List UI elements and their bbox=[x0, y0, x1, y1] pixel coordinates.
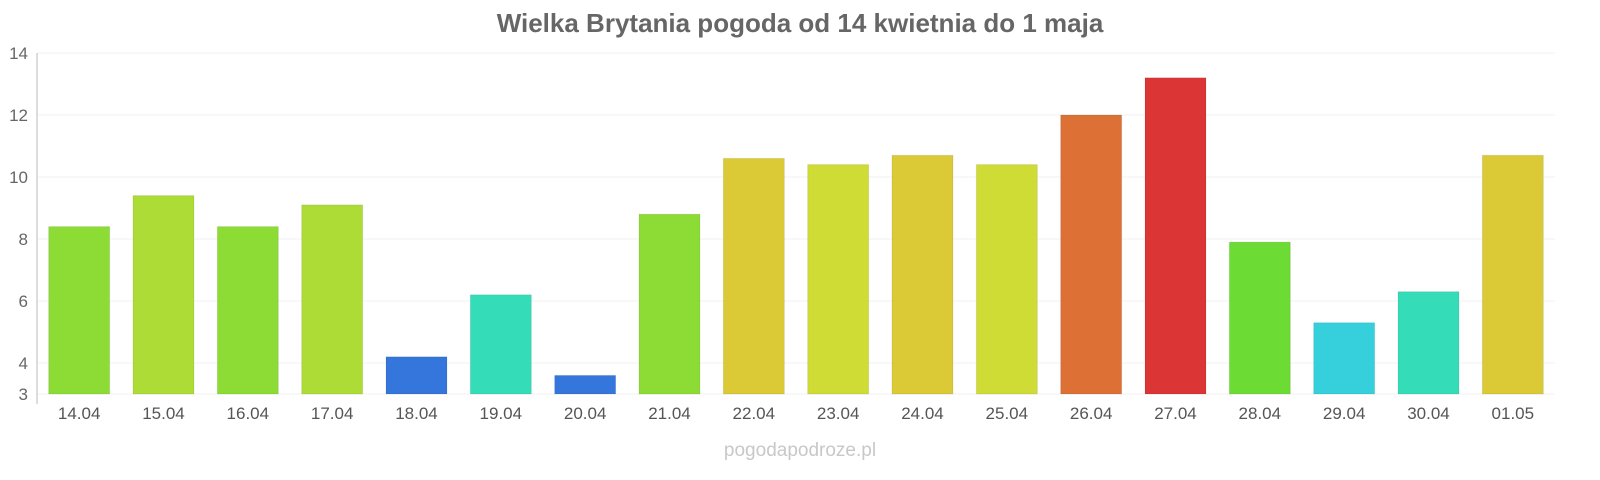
x-tick-label: 22.04 bbox=[733, 404, 776, 423]
bar-19.04 bbox=[469, 294, 532, 395]
x-tick-label: 29.04 bbox=[1323, 404, 1366, 423]
y-tick-label: 6 bbox=[19, 292, 28, 311]
bar-23.04 bbox=[807, 164, 870, 395]
y-tick-label: 12 bbox=[9, 106, 28, 125]
bar-26.04 bbox=[1060, 114, 1123, 395]
bar-15.04 bbox=[132, 195, 195, 395]
x-tick-label: 14.04 bbox=[58, 404, 101, 423]
x-tick-label: 27.04 bbox=[1154, 404, 1197, 423]
bar-30.04 bbox=[1397, 291, 1460, 395]
y-tick-label: 10 bbox=[9, 168, 28, 187]
x-tick-label: 23.04 bbox=[817, 404, 860, 423]
bar-22.04 bbox=[722, 157, 785, 395]
y-tick-label: 4 bbox=[19, 354, 28, 373]
x-tick-label: 19.04 bbox=[480, 404, 523, 423]
bar-18.04 bbox=[385, 356, 448, 395]
bar-28.04 bbox=[1228, 241, 1291, 395]
chart-title: Wielka Brytania pogoda od 14 kwietnia do… bbox=[496, 8, 1104, 38]
bar-29.04 bbox=[1313, 322, 1376, 395]
y-tick-label: 14 bbox=[9, 44, 28, 63]
bar-20.04 bbox=[554, 374, 617, 395]
bar-17.04 bbox=[301, 204, 364, 395]
watermark: pogodapodroze.pl bbox=[723, 440, 877, 461]
x-tick-label: 24.04 bbox=[901, 404, 944, 423]
x-tick-label: 28.04 bbox=[1239, 404, 1282, 423]
bar-16.04 bbox=[216, 226, 279, 395]
x-tick-label: 21.04 bbox=[648, 404, 691, 423]
bar-14.04 bbox=[48, 226, 111, 395]
x-tick-label: 01.05 bbox=[1492, 404, 1535, 423]
x-tick-label: 17.04 bbox=[311, 404, 354, 423]
x-tick-label: 26.04 bbox=[1070, 404, 1113, 423]
x-tick-label: 16.04 bbox=[227, 404, 270, 423]
x-tick-label: 15.04 bbox=[142, 404, 185, 423]
x-tick-label: 18.04 bbox=[395, 404, 438, 423]
x-tick-label: 25.04 bbox=[986, 404, 1029, 423]
y-tick-label: 3 bbox=[19, 385, 28, 404]
y-tick-label: 8 bbox=[19, 230, 28, 249]
x-tick-label: 30.04 bbox=[1407, 404, 1450, 423]
x-tick-label: 20.04 bbox=[564, 404, 607, 423]
bar-01.05 bbox=[1481, 154, 1544, 395]
bar-21.04 bbox=[638, 213, 701, 395]
bar-27.04 bbox=[1144, 77, 1207, 395]
bar-24.04 bbox=[891, 154, 954, 395]
bar-25.04 bbox=[975, 164, 1038, 395]
